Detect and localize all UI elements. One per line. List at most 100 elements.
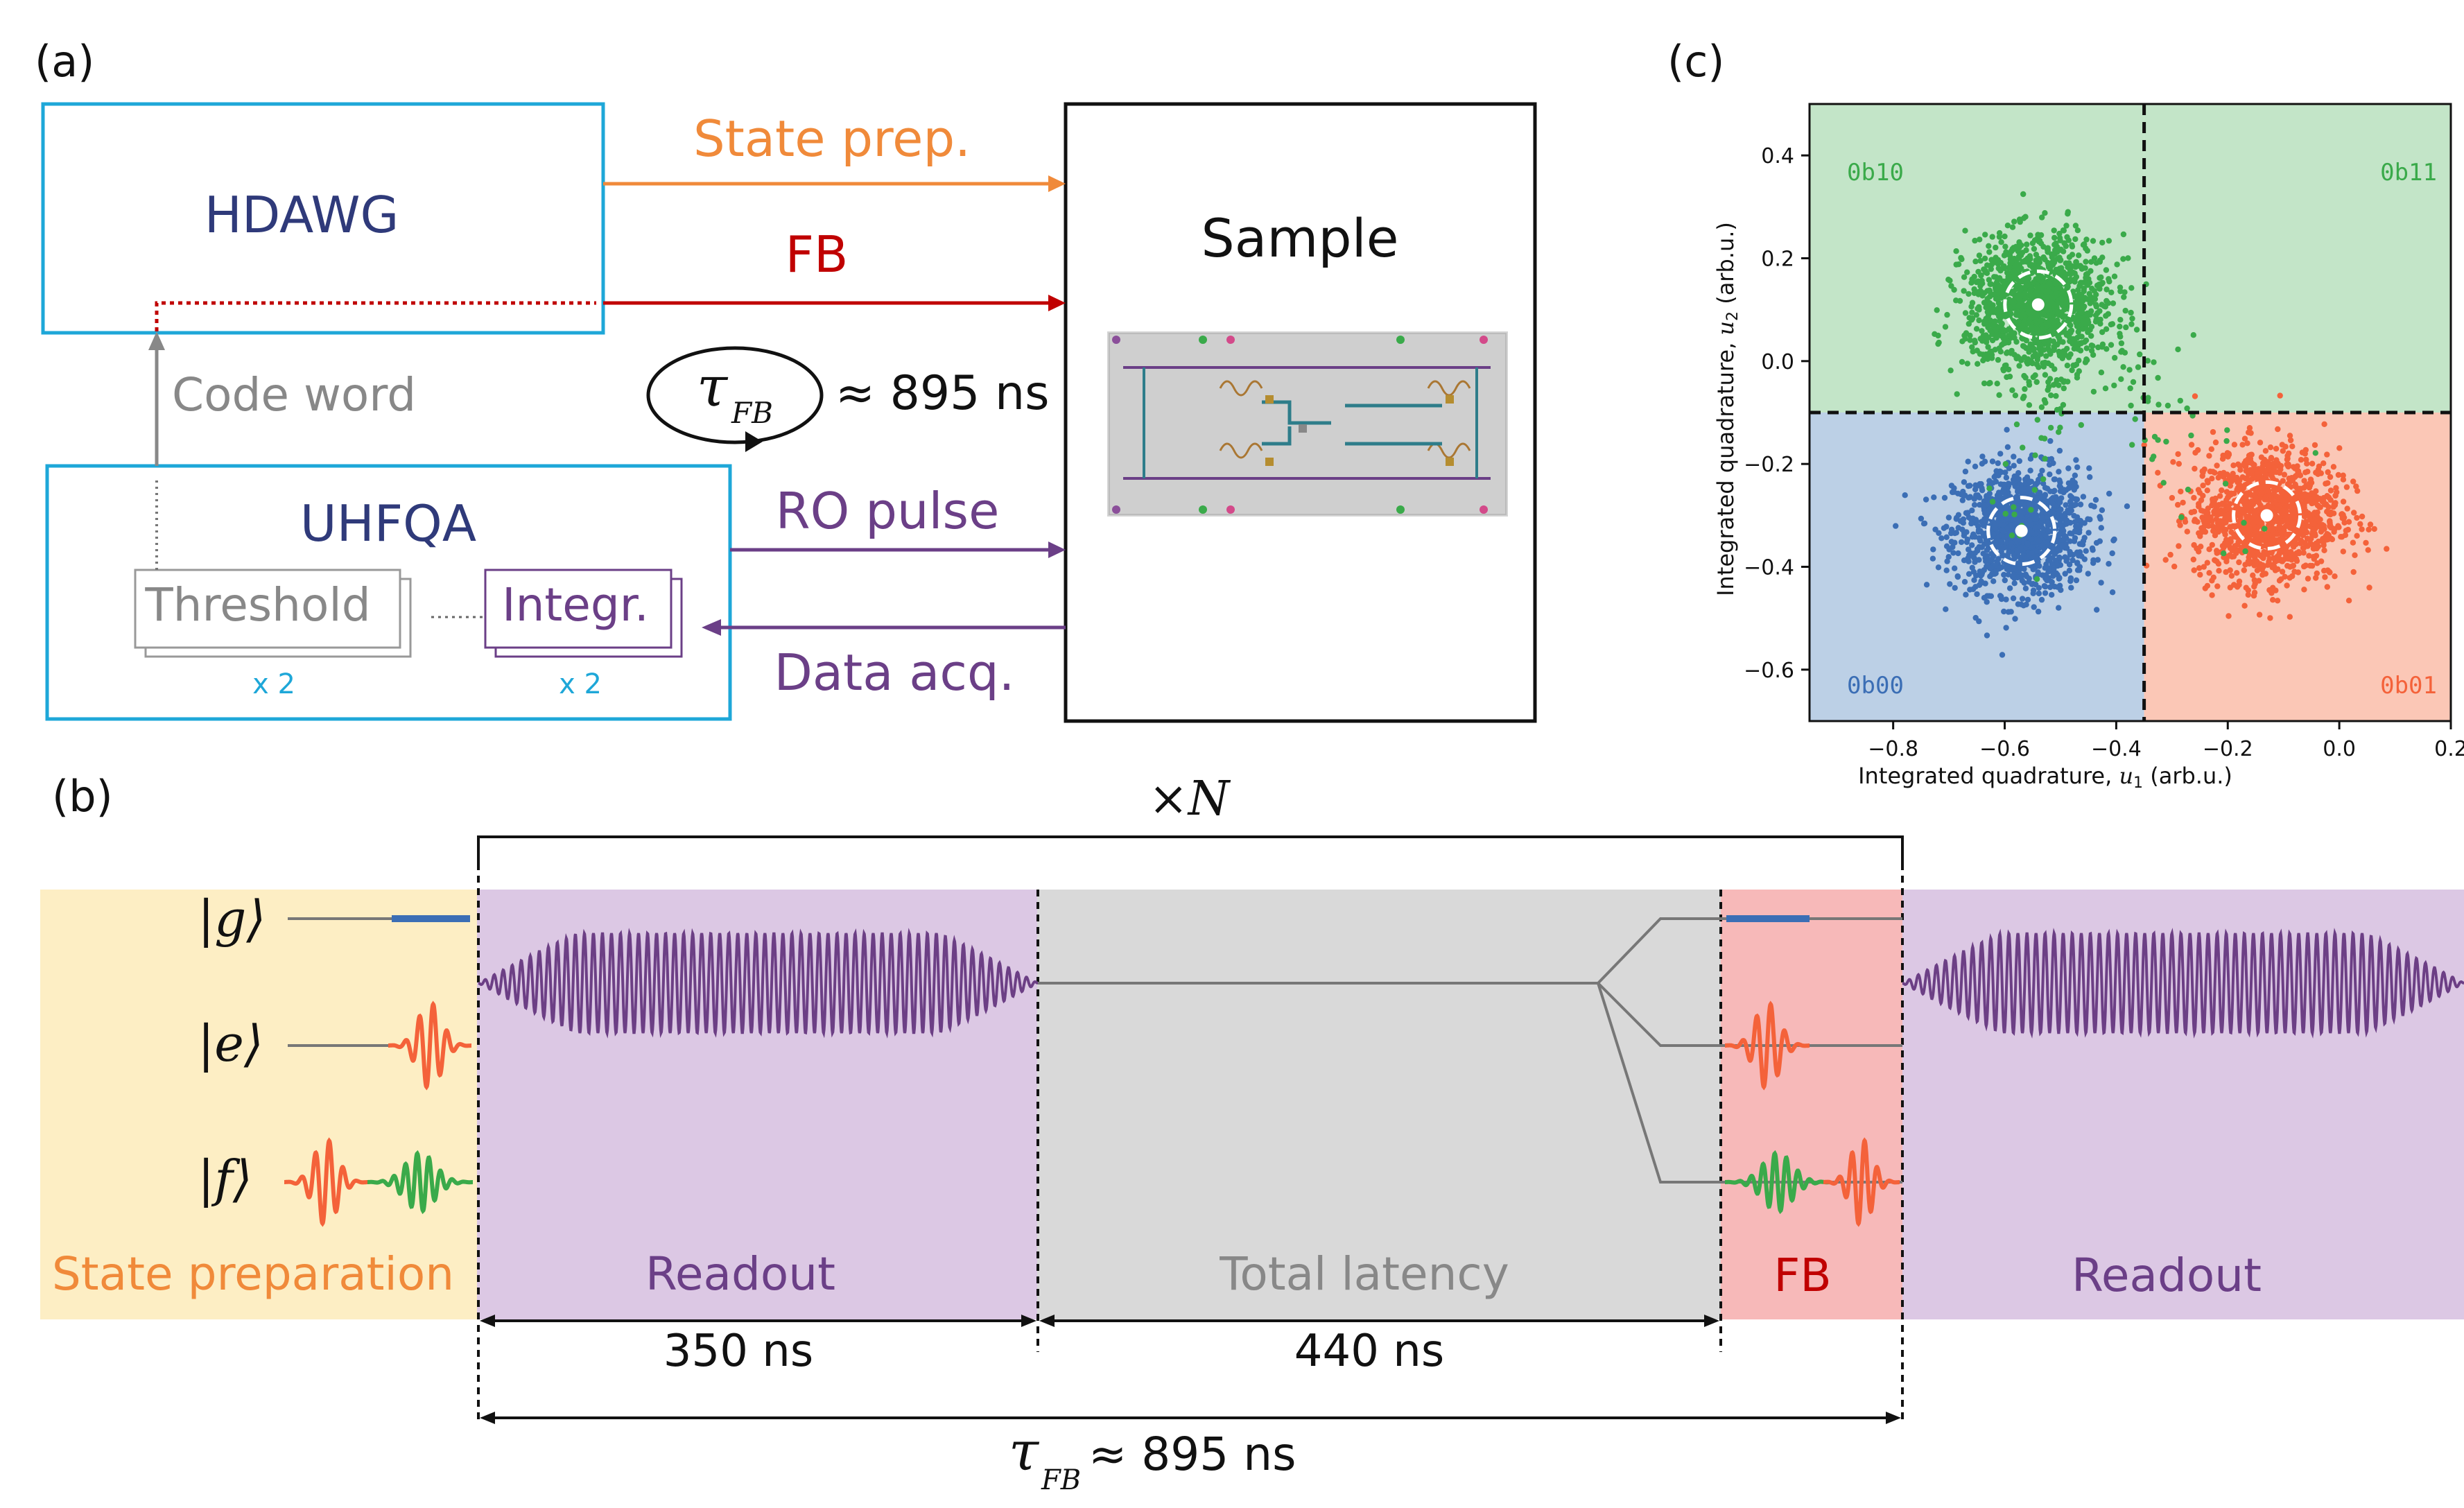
scatter-point: [2276, 469, 2283, 476]
scatter-point: [2014, 293, 2020, 300]
scatter-point: [1966, 571, 1972, 577]
scatter-point: [2042, 210, 2048, 216]
scatter-point: [1984, 599, 1990, 605]
scatter-point: [1991, 259, 1998, 266]
branch-e: [1597, 982, 1902, 1047]
scatter-point: [2351, 510, 2357, 516]
scatter-point: [2046, 347, 2053, 354]
scatter-point: [2036, 523, 2042, 530]
scatter-point: [2117, 317, 2124, 323]
scatter-point: [1962, 227, 1968, 234]
scatter-point: [1965, 458, 1971, 465]
scatter-point: [2006, 333, 2012, 339]
scatter-point: [2204, 487, 2210, 494]
scatter-point: [2038, 596, 2045, 603]
scatter-point: [2289, 563, 2296, 569]
x-tick-label: −0.2: [2203, 737, 2253, 761]
scatter-point: [2048, 392, 2054, 399]
scatter-point: [2250, 501, 2257, 508]
scatter-point: [2088, 324, 2095, 330]
latency-label: ≈ 895 ns: [835, 366, 1050, 421]
scatter-point: [1952, 565, 1958, 571]
scatter-point: [2330, 504, 2336, 510]
scatter-point: [2036, 238, 2043, 244]
scatter-point: [2325, 494, 2332, 501]
scatter-point: [2074, 374, 2081, 381]
scatter-point: [2040, 476, 2047, 483]
scatter-point: [2125, 255, 2131, 261]
scatter-point: [2117, 331, 2123, 337]
fb-dotted-path: [155, 301, 596, 331]
scatter-point: [2006, 585, 2013, 591]
scatter-point: [1975, 361, 1981, 367]
scatter-point: [2051, 302, 2058, 309]
scatter-point: [2025, 307, 2031, 314]
scatter-point: [1996, 392, 2002, 398]
scatter-point: [2014, 277, 2021, 283]
scatter-point: [2083, 345, 2090, 352]
scatter-point: [2228, 490, 2235, 496]
scatter-point: [2024, 356, 2031, 363]
scatter-point: [2118, 340, 2125, 347]
scatter-point: [2039, 467, 2045, 474]
scatter-point: [2097, 308, 2103, 314]
scatter-point: [2128, 321, 2135, 327]
scatter-point: [1975, 289, 1981, 295]
scatter-point: [1994, 495, 2001, 501]
readout-duration-arrowhead-left: [480, 1315, 495, 1327]
scatter-point: [2067, 578, 2074, 584]
scatter-point: [1944, 311, 1950, 318]
scatter-point: [2006, 296, 2013, 303]
scatter-point: [1971, 496, 1977, 502]
scatter-point: [2033, 496, 2040, 503]
scatter-point: [2000, 327, 2006, 333]
scatter-point: [2016, 363, 2022, 369]
section-readout2-label: Readout: [2072, 1249, 2262, 1302]
scatter-point: [2004, 426, 2010, 433]
scatter-point: [2264, 532, 2270, 538]
scatter-point: [2007, 260, 2013, 266]
scatter-point: [2164, 402, 2171, 409]
scatter-point: [2083, 337, 2090, 344]
scatter-point: [2311, 510, 2318, 516]
scatter-point: [1992, 526, 1999, 532]
state-prep-arrowhead: [1048, 175, 1066, 192]
threshold-multiplier: x 2: [252, 668, 295, 700]
scatter-point: [2176, 460, 2182, 467]
scatter-point: [2032, 452, 2038, 458]
panel-b: (b) ×N |g⟩ |e⟩ |f⟩: [40, 771, 2464, 1496]
scatter-point: [2005, 571, 2011, 578]
scatter-point: [2192, 449, 2198, 456]
scatter-point: [2278, 462, 2284, 469]
scatter-point: [2298, 457, 2305, 463]
scatter-point: [2081, 241, 2088, 248]
scatter-point: [2067, 493, 2074, 499]
scatter-point: [2274, 502, 2281, 508]
scatter-point: [2030, 580, 2036, 587]
scatter-point: [2289, 443, 2296, 449]
scatter-point: [2063, 223, 2070, 229]
scatter-point: [1923, 496, 1929, 503]
scatter-point: [2291, 569, 2298, 575]
scatter-point: [1989, 234, 1995, 240]
scatter-point: [1979, 570, 1986, 576]
scatter-point: [2304, 535, 2311, 541]
scatter-point: [2185, 486, 2192, 493]
scatter-point: [2333, 485, 2339, 491]
scatter-point: [2267, 523, 2273, 530]
scatter-point: [2009, 288, 2015, 295]
scatter-point: [1961, 579, 1968, 585]
scatter-point: [2219, 487, 2225, 494]
scatter-point: [2275, 426, 2281, 433]
scatter-point: [2018, 544, 2024, 551]
scatter-point: [2072, 472, 2079, 478]
scatter-point: [2039, 214, 2045, 220]
scatter-point: [2047, 584, 2054, 591]
scatter-point: [2314, 570, 2320, 577]
scatter-point: [2102, 385, 2109, 392]
scatter-point: [2042, 288, 2049, 295]
scatter-point: [2020, 191, 2027, 198]
section-prep-label: State preparation: [52, 1247, 454, 1301]
panel-c-label: (c): [1667, 36, 1724, 87]
scatter-point: [2301, 502, 2307, 508]
